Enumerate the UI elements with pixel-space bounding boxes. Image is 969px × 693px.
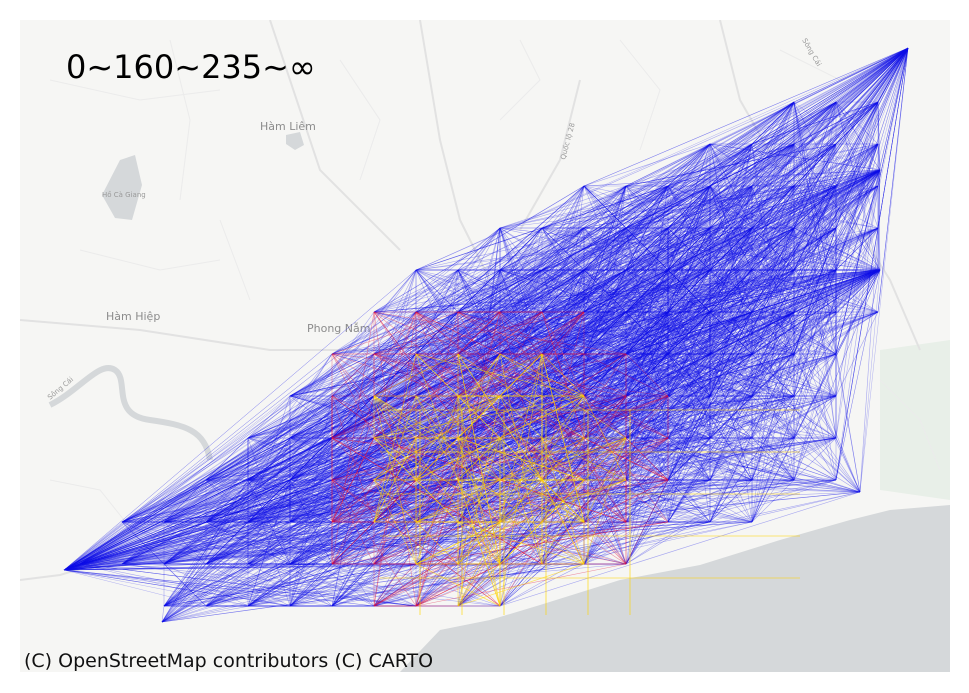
- road-network: [20, 20, 921, 581]
- flows-0-160: [373, 353, 800, 615]
- place-ham-hiep: Hàm Hiệp: [106, 310, 160, 323]
- flows-235-inf: [63, 47, 909, 623]
- sea-area: [400, 505, 950, 672]
- river-song-cai: [48, 365, 213, 461]
- basemap: Hàm Liêm Hàm Hiệp Phong Nẫm Hồ Cà Giang …: [20, 20, 950, 672]
- park-area: [880, 340, 950, 500]
- minor-roads: [49, 39, 941, 541]
- od-flow-network: [63, 47, 909, 623]
- legend-bins-label: 0~160~235~∞: [66, 48, 316, 86]
- lake-ho-ca-giang: [102, 155, 142, 220]
- estuary: [471, 623, 504, 672]
- place-ho-ca-giang: Hồ Cà Giang: [102, 191, 146, 199]
- place-ham-liem: Hàm Liêm: [260, 120, 316, 133]
- place-phong-nam: Phong Nẫm: [307, 322, 370, 335]
- map-attribution: (C) OpenStreetMap contributors (C) CARTO: [24, 650, 434, 672]
- map-view[interactable]: Hàm Liêm Hàm Hiệp Phong Nẫm Hồ Cà Giang …: [20, 20, 950, 672]
- pond: [286, 132, 304, 150]
